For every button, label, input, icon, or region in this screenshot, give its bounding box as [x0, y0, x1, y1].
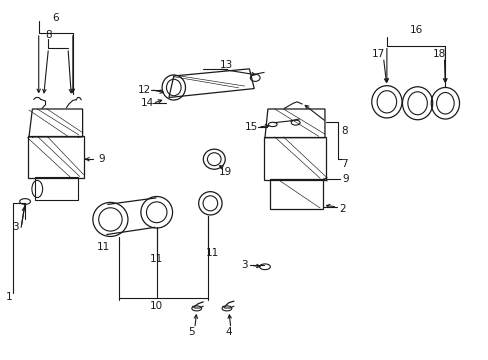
Text: 18: 18	[432, 49, 445, 59]
Text: 11: 11	[150, 254, 163, 264]
Text: 7: 7	[341, 159, 347, 169]
Text: 11: 11	[96, 242, 109, 252]
Text: 3: 3	[241, 260, 247, 270]
Text: 3: 3	[12, 222, 19, 232]
Text: 14: 14	[140, 98, 153, 108]
Text: 8: 8	[45, 30, 52, 40]
Text: 4: 4	[225, 327, 232, 337]
Text: 17: 17	[371, 49, 385, 59]
Text: 13: 13	[219, 60, 232, 70]
Text: 9: 9	[99, 154, 105, 164]
Text: 9: 9	[342, 174, 348, 184]
Text: 16: 16	[408, 25, 422, 35]
Text: 2: 2	[339, 204, 346, 215]
Text: 8: 8	[341, 126, 347, 136]
Text: 15: 15	[244, 122, 258, 132]
Text: 5: 5	[188, 327, 195, 337]
Text: 12: 12	[138, 85, 151, 95]
Text: 19: 19	[218, 167, 231, 177]
Text: 6: 6	[52, 13, 59, 23]
Text: 10: 10	[150, 301, 163, 311]
Text: 11: 11	[206, 248, 219, 258]
Text: 1: 1	[6, 292, 13, 302]
